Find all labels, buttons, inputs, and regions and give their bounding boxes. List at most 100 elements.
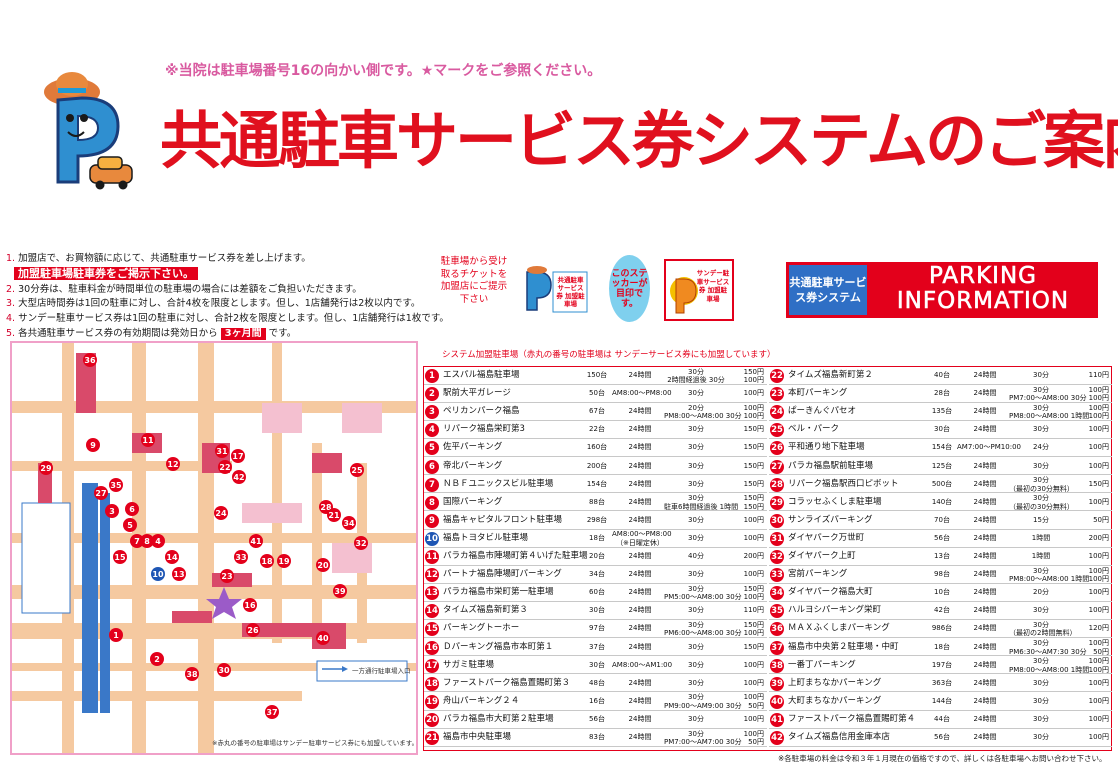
parking-capacity: 500台	[931, 479, 953, 488]
parking-hours: 24時間	[628, 552, 652, 560]
row-divider	[769, 564, 1112, 566]
parking-name: 上町まちなかパーキング	[788, 677, 882, 688]
parking-number-badge: 34	[770, 586, 784, 601]
svg-text:8: 8	[144, 537, 150, 546]
map-footnote: ※赤丸の番号の駐車場はサンデー駐車サービス券にも加盟しています。	[212, 739, 418, 747]
row-divider	[769, 383, 1112, 385]
parking-capacity: 37台	[589, 642, 605, 651]
svg-text:駐車場入口: 駐車場入口	[378, 666, 411, 675]
parking-unit: 30分	[688, 678, 704, 687]
parking-capacity: 10台	[934, 588, 950, 597]
svg-text:19: 19	[278, 557, 290, 566]
parking-number-badge: 13	[425, 586, 439, 601]
svg-text:5: 5	[127, 521, 133, 530]
parking-hours: 24時間	[973, 552, 997, 560]
parking-capacity: 44台	[934, 714, 950, 723]
parking-number-badge: 41	[770, 712, 784, 727]
parking-capacity: 160台	[586, 443, 608, 452]
row-divider	[424, 619, 767, 621]
price-footnote: ※各駐車場の料金は令和３年１月現在の価格ですので、詳しくは各駐車場へお問い合わせ…	[778, 754, 1107, 763]
parking-unit: 30分	[688, 461, 704, 470]
parking-unit: 30分	[688, 570, 704, 579]
parking-capacity: 144台	[931, 696, 953, 705]
display-ticket-badge: 加盟駐車場駐車券をご掲示下さい。	[14, 266, 198, 280]
parking-hours: 24時間	[973, 642, 997, 651]
parking-name: パーキングトーホー	[443, 623, 520, 634]
parking-price: 150円	[1088, 479, 1109, 488]
parking-row: 19 舟山パーキング２４ 16台 24時間 30分 PM9:00〜AM9:00 30分 10…	[424, 693, 767, 711]
parking-name: リパーク福島駅西口ピボット	[788, 478, 899, 489]
parking-price: 100円	[1088, 678, 1109, 687]
parking-hours: 24時間	[973, 497, 997, 506]
row-divider	[769, 510, 1112, 512]
row-divider	[424, 383, 767, 385]
parking-unit: 1時間	[1031, 552, 1051, 560]
legend-text: 一方通行	[352, 666, 379, 675]
parking-name: パラカ福島市陣場町第４いげた駐車場	[443, 551, 588, 561]
parking-row: 34 ダイヤパーク福島大町 10台 24時間 20分 100円	[769, 584, 1112, 602]
row-divider	[424, 727, 767, 729]
parking-name: 国際パーキング	[443, 496, 503, 507]
parking-hours: 24時間	[628, 425, 652, 434]
parking-row: 12 パートナ福島陣場町パーキング 34台 24時間 30分 100円	[424, 566, 767, 584]
parking-name: ダイヤパーク万世町	[788, 532, 865, 543]
parking-name: ダイヤパーク上町	[788, 551, 856, 561]
parking-unit: 30分 PM6:30〜AM7:30 30分	[1009, 639, 1087, 656]
parking-number-badge: 7	[425, 477, 439, 492]
rule-5: 5. 各共通駐車サービス券の有効期間は発効日から 3ヶ月間 です。	[6, 327, 297, 340]
svg-text:2: 2	[154, 655, 160, 664]
page-title: 共通駐車サービス券システムのご案内	[160, 104, 1118, 177]
row-divider	[424, 419, 767, 421]
parking-number-badge: 14	[425, 604, 439, 619]
parking-number-badge: 1	[425, 369, 439, 383]
parking-row: 9 福島キャピタルフロント駐車場 298台 24時間 30分 100円	[424, 512, 767, 530]
parking-number-badge: 35	[770, 604, 784, 619]
parking-capacity: 56台	[934, 733, 950, 741]
parking-unit: 30分 PM8:00〜AM8:00 1時間	[1009, 403, 1090, 421]
parking-capacity: 83台	[589, 733, 605, 741]
parking-hours: 24時間	[628, 497, 652, 506]
sticker-callout: このステッカーが目印です。	[609, 255, 650, 322]
parking-row: 32 ダイヤパーク上町 13台 24時間 1時間 100円	[769, 548, 1112, 566]
parking-unit: 30分 （最初の30分無料）	[1009, 476, 1074, 493]
clinic-star-icon	[206, 587, 242, 619]
parking-number-badge: 30	[770, 513, 784, 528]
row-divider	[424, 401, 767, 403]
parking-name: 佐平パーキング	[443, 442, 503, 453]
svg-text:12: 12	[167, 460, 178, 469]
parking-info-banner: 共通駐車サービス券システム PARKING INFORMATION	[786, 262, 1098, 318]
parking-price: 150円 150円	[743, 494, 764, 511]
parking-row: 24 ぱーきんぐパセオ 135台 24時間 30分 PM8:00〜AM8:00 1時間 10…	[769, 403, 1112, 421]
banner-system-label: 共通駐車サービス券システム	[789, 265, 867, 315]
parking-row: 40 大町まちなかパーキング 144台 24時間 30分 100円	[769, 693, 1112, 711]
parking-price: 100円 50円	[743, 729, 764, 747]
parking-name: パラカ福島市栄町第一駐車場	[443, 587, 554, 598]
parking-row: 37 福島市中央第２駐車場・中町 18台 24時間 30分 PM6:30〜AM7:30 3…	[769, 639, 1112, 657]
parking-capacity: 56台	[934, 533, 950, 542]
parking-unit: 30分	[1033, 371, 1049, 379]
parking-number-badge: 27	[770, 459, 784, 474]
parking-list: 1 エスパル福島駐車場 150台 24時間 30分 2時間経過後 30分 150円 100円 2…	[423, 366, 1112, 751]
parking-price: 100円	[1088, 588, 1109, 597]
parking-hours: AM8:00〜AM1:00	[612, 660, 673, 669]
svg-text:34: 34	[343, 519, 355, 528]
svg-text:41: 41	[250, 537, 262, 546]
svg-text:28: 28	[320, 503, 332, 512]
parking-capacity: 200台	[586, 461, 608, 470]
parking-unit: 30分 PM8:00〜AM8:00 1時間	[1009, 657, 1090, 674]
parking-unit: 30分 PM8:00〜AM8:00 1時間	[1009, 566, 1090, 584]
parking-row: 13 パラカ福島市栄町第一駐車場 60台 24時間 30分 PM5:00〜AM8:00 3…	[424, 584, 767, 602]
parking-unit: 30分	[688, 660, 704, 669]
parking-row: 3 ペリカンパーク福島 67台 24時間 20分 PM8:00〜AM8:00 30分 100…	[424, 403, 767, 421]
parking-row: 22 タイムズ福島新町第２ 40台 24時間 30分 110円	[769, 367, 1112, 385]
parking-price: 100円	[743, 678, 764, 687]
parking-price: 100円 100円	[1088, 403, 1109, 421]
parking-capacity: 135台	[931, 407, 953, 416]
parking-price: 200円	[1088, 533, 1109, 542]
parking-name: ファーストパーク福島置賜町第３	[443, 677, 571, 688]
parking-capacity: 56台	[589, 714, 605, 723]
parking-price: 150円	[743, 461, 764, 470]
svg-text:38: 38	[186, 670, 198, 679]
parking-name: サンライズパーキング	[788, 514, 873, 525]
parking-price: 150円	[743, 479, 764, 488]
